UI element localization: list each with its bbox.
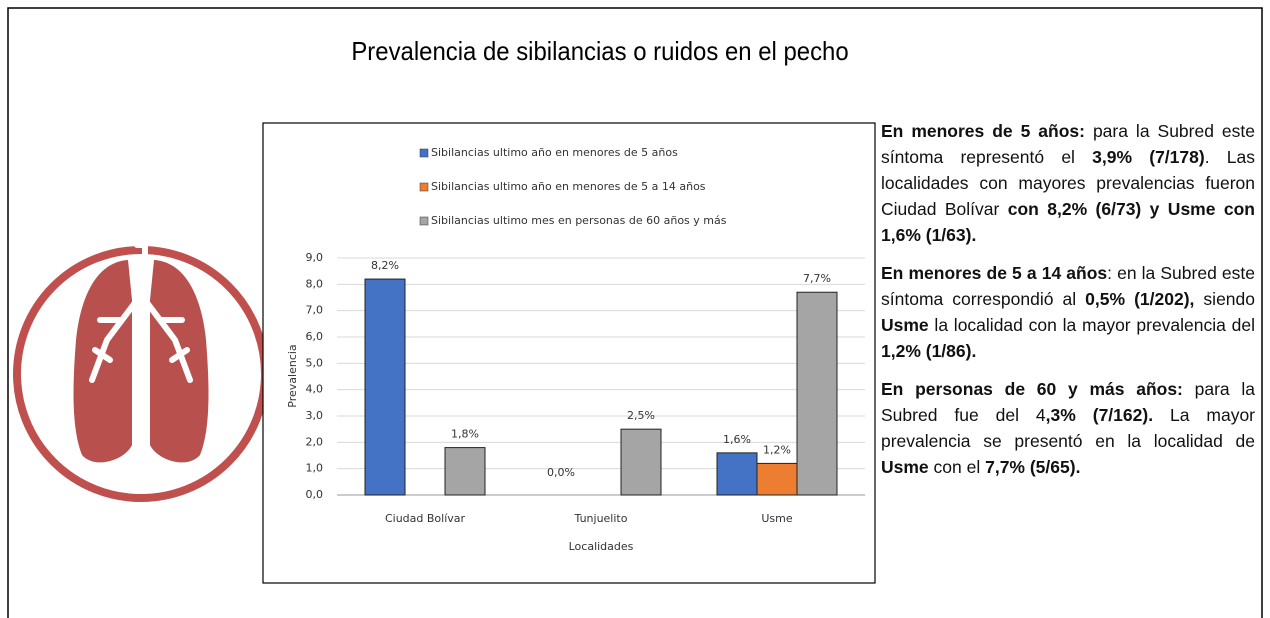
- y-axis-title: Prevalencia: [286, 344, 299, 407]
- bar: [444, 447, 486, 496]
- text-column: En menores de 5 años: para la Subred est…: [881, 118, 1255, 492]
- bold-text: 1,2% (1/86).: [881, 341, 977, 361]
- icon-circle: [13, 246, 269, 502]
- bold-text: Usme: [881, 457, 929, 477]
- bold-text: En menores de 5 años:: [881, 121, 1085, 141]
- page-title: Prevalencia de sibilancias o ruidos en e…: [351, 36, 849, 66]
- value-label: 7,7%: [803, 272, 831, 285]
- value-label: 8,2%: [371, 259, 399, 272]
- x-tick-label: Tunjuelito: [574, 512, 628, 525]
- text: siendo: [1194, 289, 1255, 309]
- value-label: 2,5%: [627, 409, 655, 422]
- y-tick-label: 2,0: [306, 435, 324, 448]
- text: con el: [928, 457, 986, 477]
- bar: [756, 462, 798, 496]
- bar: [716, 452, 758, 496]
- legend-swatch: [419, 148, 429, 158]
- value-label: 0,0%: [547, 466, 575, 479]
- paragraph: En menores de 5 a 14 años: en la Subred …: [881, 260, 1255, 364]
- legend-label: Sibilancias ultimo año en menores de 5 a…: [431, 180, 706, 193]
- bar: [364, 278, 406, 496]
- y-tick-label: 7,0: [306, 304, 324, 317]
- bold-text: 3,9% (7/178): [1092, 147, 1205, 167]
- value-label: 1,6%: [723, 433, 751, 446]
- bold-text: ,3% (7/162).: [1045, 405, 1154, 425]
- bar: [796, 291, 838, 496]
- x-tick-label: Usme: [761, 512, 792, 525]
- y-tick-label: 3,0: [306, 409, 324, 422]
- frame: [7, 7, 1263, 618]
- y-tick-label: 1,0: [306, 462, 324, 475]
- text: la localidad con la mayor prevalencia de…: [928, 315, 1255, 335]
- legend-label: Sibilancias ultimo año en menores de 5 a…: [431, 146, 678, 159]
- legend-swatch: [419, 182, 429, 192]
- x-tick-label: Ciudad Bolívar: [385, 512, 466, 525]
- text: La mayor prevalencia se presentó en la l…: [881, 405, 1256, 451]
- right-lung: [150, 260, 209, 463]
- lung-icon: [13, 242, 269, 502]
- y-tick-label: 0,0: [306, 488, 324, 501]
- bold-text: con 8,2% (6/73) y Usme con 1,6% (1/63).: [881, 199, 1255, 245]
- bold-text: Usme: [881, 315, 929, 335]
- bold-text: 0,5% (1/202),: [1085, 289, 1195, 309]
- text: : en la Subred este síntoma correspondió…: [881, 263, 1255, 309]
- x-axis-title: Localidades: [569, 540, 634, 553]
- left-lung: [73, 260, 132, 463]
- y-tick-label: 5,0: [306, 356, 324, 369]
- value-label: 1,2%: [763, 443, 791, 456]
- bold-text: 7,7% (5/65).: [985, 457, 1081, 477]
- paragraph: En personas de 60 y más años: para la Su…: [881, 376, 1255, 480]
- bronchi: [89, 242, 193, 403]
- y-tick-label: 6,0: [306, 330, 324, 343]
- value-label: 1,8%: [451, 428, 479, 441]
- legend-label: Sibilancias ultimo mes en personas de 60…: [431, 214, 727, 227]
- bar: [620, 428, 662, 496]
- legend-swatch: [419, 216, 429, 226]
- y-tick-label: 4,0: [306, 383, 324, 396]
- text: para la Subred este síntoma representó e…: [881, 121, 1255, 167]
- text: . Las localidades con mayores prevalenci…: [881, 147, 1255, 219]
- bold-text: En personas de 60 y más años:: [881, 379, 1183, 399]
- y-tick-label: 9,0: [306, 251, 324, 264]
- text: para la Subred fue del 4: [881, 379, 1255, 425]
- y-tick-label: 8,0: [306, 277, 324, 290]
- bold-text: En menores de 5 a 14 años: [881, 263, 1108, 283]
- paragraph: En menores de 5 años: para la Subred est…: [881, 118, 1255, 248]
